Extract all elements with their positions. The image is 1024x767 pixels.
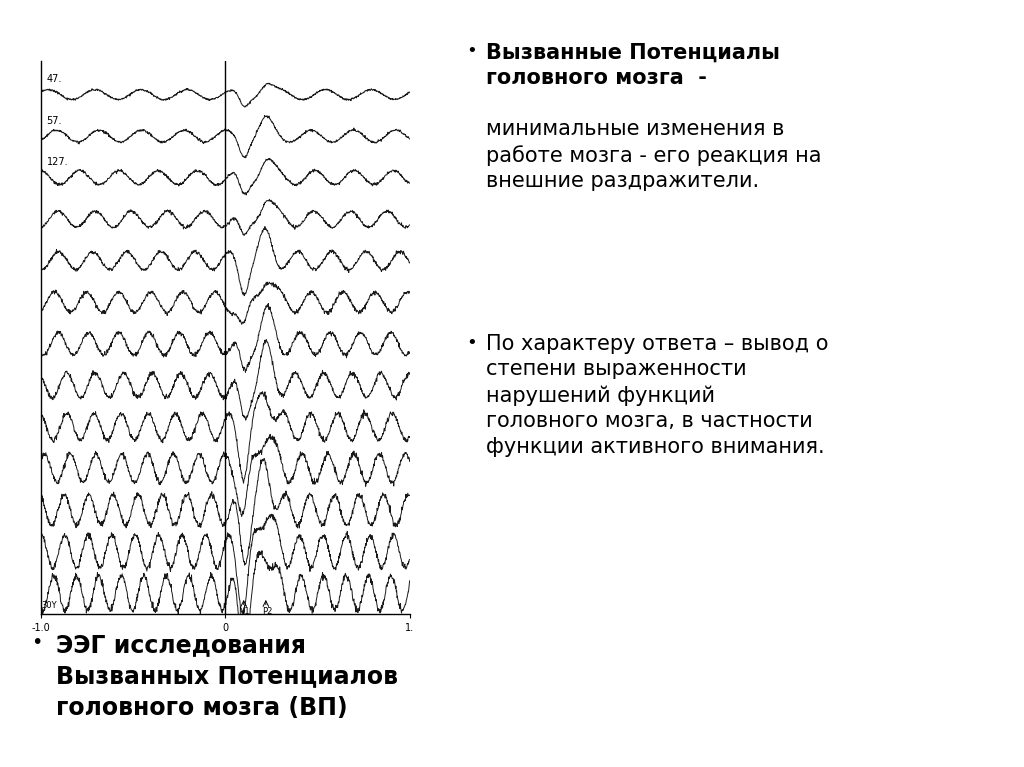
Text: По характеру ответа – вывод о
степени выраженности
нарушений функций
головного м: По характеру ответа – вывод о степени вы… — [486, 334, 828, 456]
Text: •: • — [466, 334, 476, 351]
Text: N1: N1 — [239, 607, 250, 617]
Text: •: • — [31, 633, 42, 652]
Text: минимальные изменения в
работе мозга - его реакция на
внешние раздражители.: минимальные изменения в работе мозга - е… — [486, 119, 822, 191]
Text: 30Y: 30Y — [41, 601, 56, 611]
Text: 57.: 57. — [46, 116, 62, 126]
Text: 47.: 47. — [46, 74, 61, 84]
Text: •: • — [466, 42, 476, 60]
Text: 127.: 127. — [46, 157, 69, 167]
Text: Вызванные Потенциалы
головного мозга  -: Вызванные Потенциалы головного мозга - — [486, 42, 780, 87]
Text: ЭЭГ исследования
Вызванных Потенциалов
головного мозга (ВП): ЭЭГ исследования Вызванных Потенциалов г… — [56, 633, 398, 720]
Text: P2: P2 — [262, 607, 272, 617]
